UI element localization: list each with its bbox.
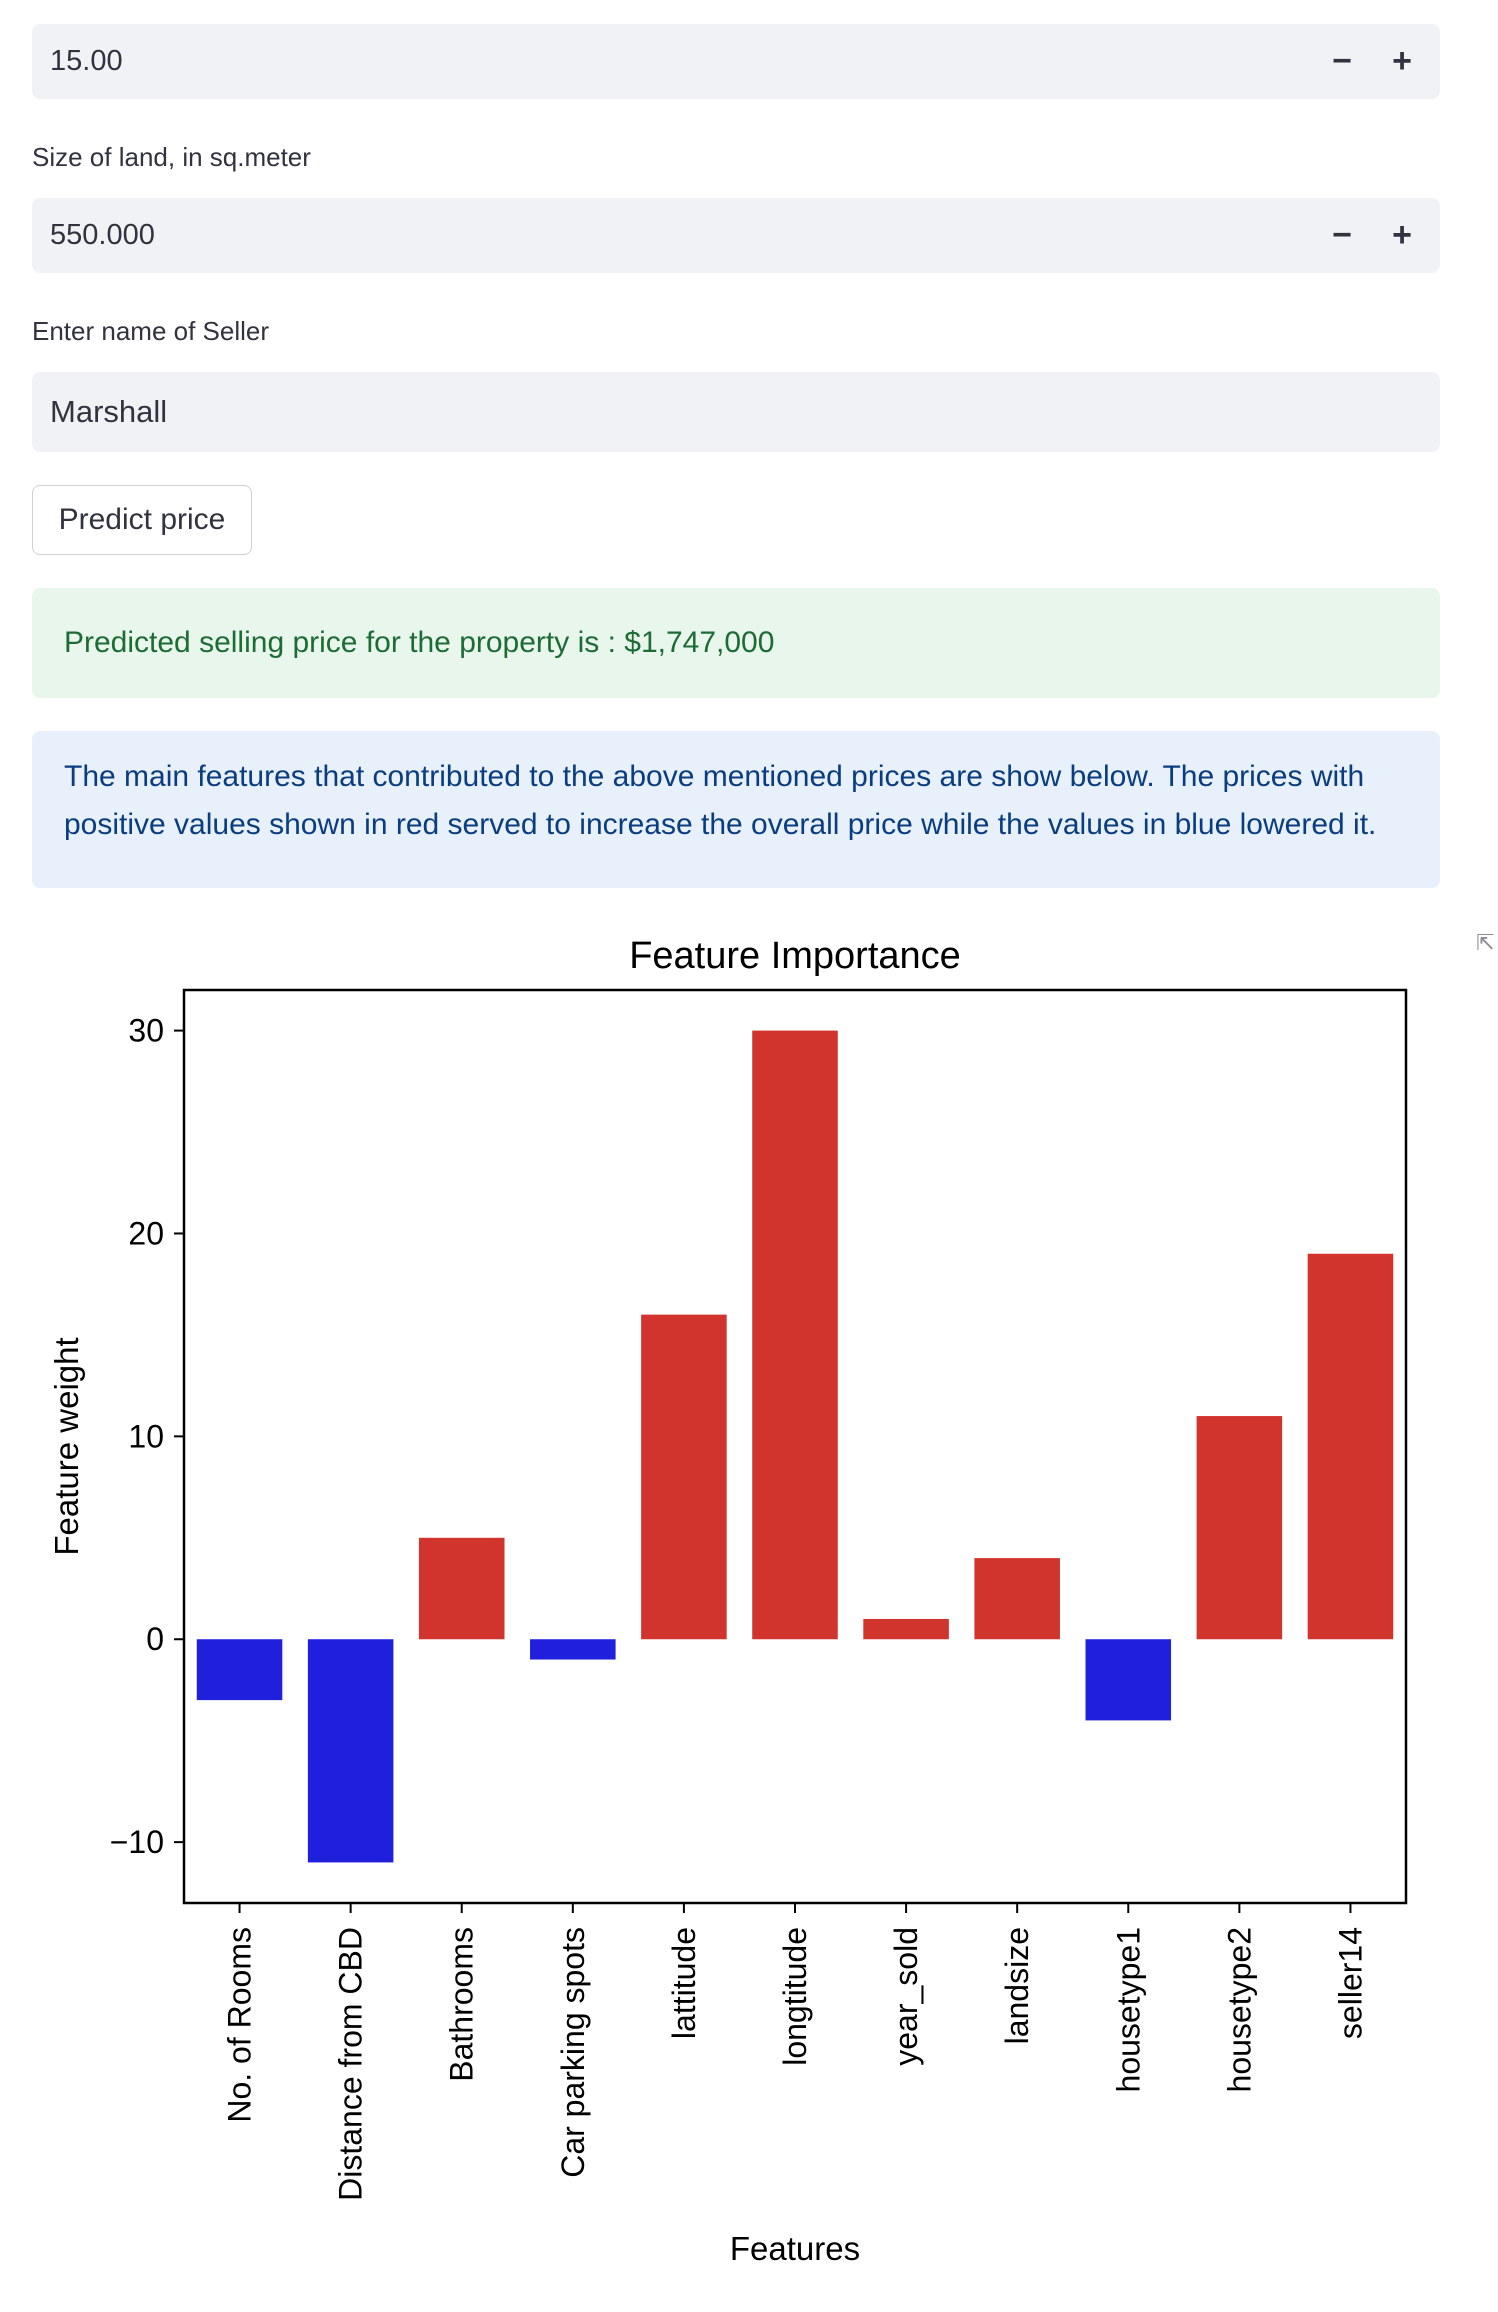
bar-no-of-rooms (196, 1639, 283, 1701)
info-alert: The main features that contributed to th… (32, 731, 1440, 888)
land-increment-button[interactable]: + (1392, 216, 1412, 254)
bar-lattitude (641, 1314, 727, 1640)
predicted-price-alert: Predicted selling price for the property… (32, 588, 1440, 698)
predict-price-button[interactable]: Predict price (32, 485, 252, 555)
seller-label: Enter name of Seller (32, 316, 270, 346)
bar-distance-from-cbd (307, 1639, 394, 1863)
chart-title: Feature Importance (629, 935, 961, 977)
first-number-input[interactable]: 15.00 − + (32, 24, 1440, 99)
x-tick-label: Bathrooms (444, 1927, 480, 2082)
x-tick-label: year_sold (888, 1927, 924, 2066)
bar-seller14 (1307, 1253, 1394, 1640)
x-tick-label: landsize (999, 1927, 1035, 2044)
x-tick-label: housetype1 (1110, 1927, 1146, 2092)
bar-housetype1 (1085, 1639, 1172, 1721)
increment-button[interactable]: + (1392, 42, 1412, 80)
plot-frame (182, 988, 1408, 1905)
x-axis-ticks: No. of Rooms Distance from CBD Bathrooms Ca… (222, 1903, 1368, 2201)
y-tick-label: 20 (128, 1215, 164, 1251)
x-tick-label: Car parking spots (555, 1927, 591, 2178)
bar-housetype2 (1196, 1416, 1283, 1640)
land-decrement-button[interactable]: − (1332, 216, 1352, 254)
land-size-label: Size of land, in sq.meter (32, 142, 311, 172)
bar-bathrooms (418, 1537, 505, 1640)
x-tick-label: housetype2 (1221, 1927, 1257, 2092)
seller-name-input[interactable] (32, 372, 1440, 452)
first-number-value[interactable]: 15.00 (50, 45, 123, 77)
y-tick-label: 0 (146, 1621, 164, 1657)
y-tick-label: 10 (128, 1418, 164, 1454)
expand-icon[interactable]: ⇱ (1476, 930, 1495, 955)
land-size-input[interactable]: 550.000 − + (32, 198, 1440, 273)
y-tick-label: −10 (110, 1824, 164, 1860)
bars-group (196, 1030, 1394, 1863)
x-tick-label: seller14 (1332, 1927, 1368, 2039)
bar-longtitude (752, 1030, 838, 1640)
x-tick-label: lattitude (666, 1927, 702, 2039)
decrement-button[interactable]: − (1332, 42, 1352, 80)
x-tick-label: No. of Rooms (222, 1927, 258, 2123)
y-axis-label: Feature weight (48, 1337, 85, 1555)
land-size-value[interactable]: 550.000 (50, 219, 155, 251)
x-axis-label: Features (730, 2230, 860, 2267)
x-tick-label: Distance from CBD (333, 1927, 369, 2201)
feature-importance-chart: Feature Importance −10 0 10 20 30 No. of Roo… (48, 935, 1408, 2267)
bar-year-sold (863, 1618, 949, 1640)
x-tick-label: longtitude (777, 1927, 813, 2066)
bar-landsize (974, 1558, 1060, 1640)
y-axis-ticks: −10 0 10 20 30 (110, 1013, 184, 1860)
bar-car-parking-spots (530, 1639, 616, 1660)
y-tick-label: 30 (128, 1013, 164, 1049)
